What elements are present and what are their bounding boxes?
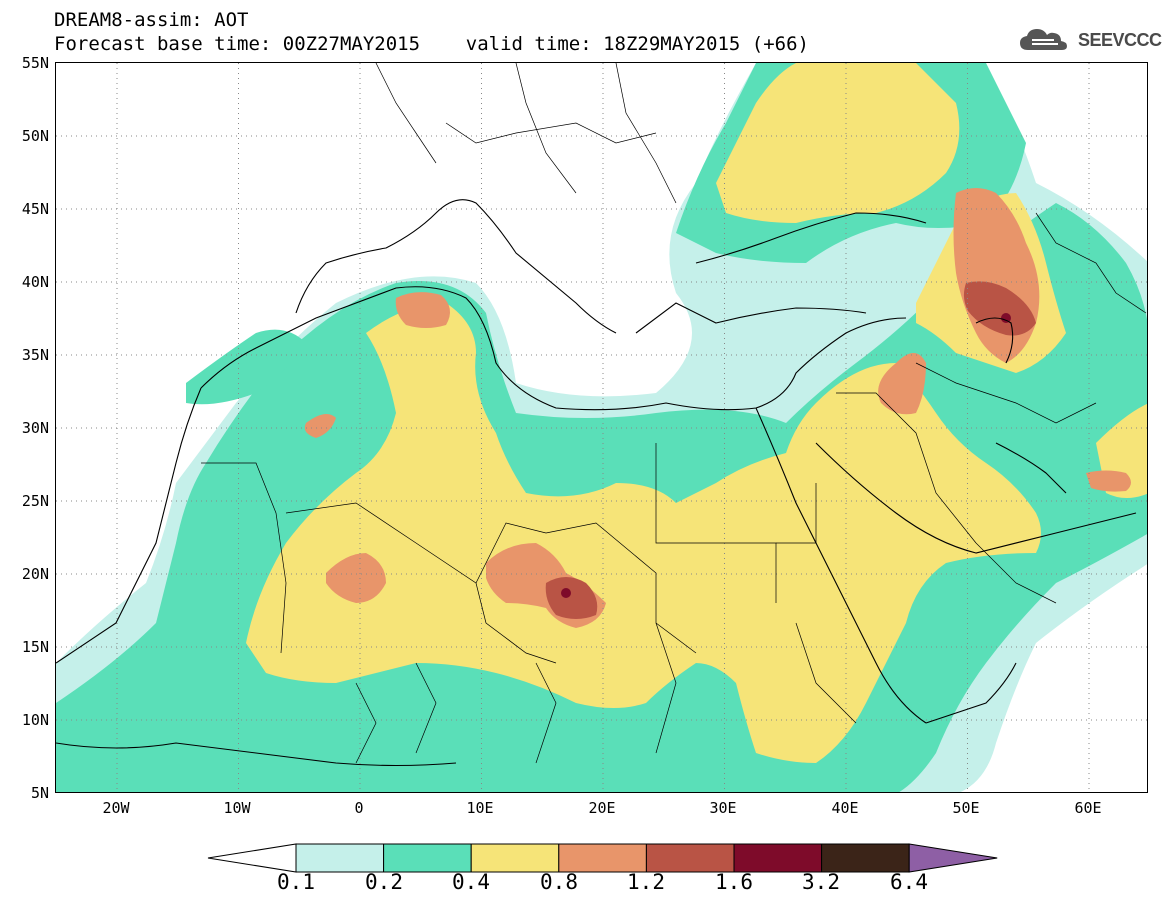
lat-label: 30N	[21, 419, 49, 437]
colorbar-swatch	[383, 843, 472, 873]
lon-label: 40E	[831, 799, 859, 817]
colorbar-label: 0.8	[540, 870, 578, 894]
lat-label: 10N	[21, 711, 49, 729]
colorbar-label: 6.4	[890, 870, 928, 894]
colorbar-label: 0.1	[277, 870, 315, 894]
lat-label: 25N	[21, 492, 49, 510]
lon-label: 10W	[223, 799, 251, 817]
colorbar-swatch	[558, 843, 647, 873]
colorbar-label: 1.2	[627, 870, 665, 894]
dust-aot-map	[55, 62, 1148, 793]
lat-label: 40N	[21, 273, 49, 291]
lat-label: 5N	[30, 784, 49, 802]
lon-label: 20W	[102, 799, 130, 817]
colorbar-label: 1.6	[715, 870, 753, 894]
map-title: DREAM8-assim: AOT	[54, 9, 249, 31]
colorbar-label: 3.2	[802, 870, 840, 894]
cloud-icon	[1020, 29, 1067, 50]
colorbar-swatch	[295, 843, 385, 873]
lon-label: 20E	[588, 799, 616, 817]
forecast-time-label: Forecast base time: 00Z27MAY2015 valid t…	[54, 33, 809, 55]
colorbar-label: 0.2	[365, 870, 403, 894]
country-borders	[201, 63, 1147, 764]
aot-contour-1.2	[545, 281, 1036, 619]
colorbar-swatch	[645, 843, 735, 873]
lat-label: 50N	[21, 127, 49, 145]
logo-text: SEEVCCC	[1078, 29, 1162, 50]
lon-label: 30E	[709, 799, 737, 817]
lon-label: 60E	[1074, 799, 1102, 817]
colorbar-swatch	[821, 843, 910, 873]
coastlines	[56, 199, 1137, 767]
lon-label: 10E	[466, 799, 494, 817]
lon-label: 0	[354, 799, 364, 817]
lat-label: 15N	[21, 638, 49, 656]
colorbar-under-triangle	[207, 843, 297, 873]
aot-contour-1.6	[561, 313, 1011, 598]
lat-label: 35N	[21, 346, 49, 364]
lat-label: 55N	[21, 54, 49, 72]
aot-field	[56, 63, 1147, 792]
colorbar-label: 0.4	[452, 870, 490, 894]
lat-label: 45N	[21, 200, 49, 218]
colorbar	[207, 843, 998, 873]
colorbar-over-triangle	[908, 843, 998, 873]
colorbar-swatch	[733, 843, 823, 873]
seevccc-logo: SEEVCCC	[1018, 26, 1162, 54]
lon-label: 50E	[952, 799, 980, 817]
lat-label: 20N	[21, 565, 49, 583]
colorbar-swatch	[470, 843, 560, 873]
graticule	[56, 63, 1147, 792]
